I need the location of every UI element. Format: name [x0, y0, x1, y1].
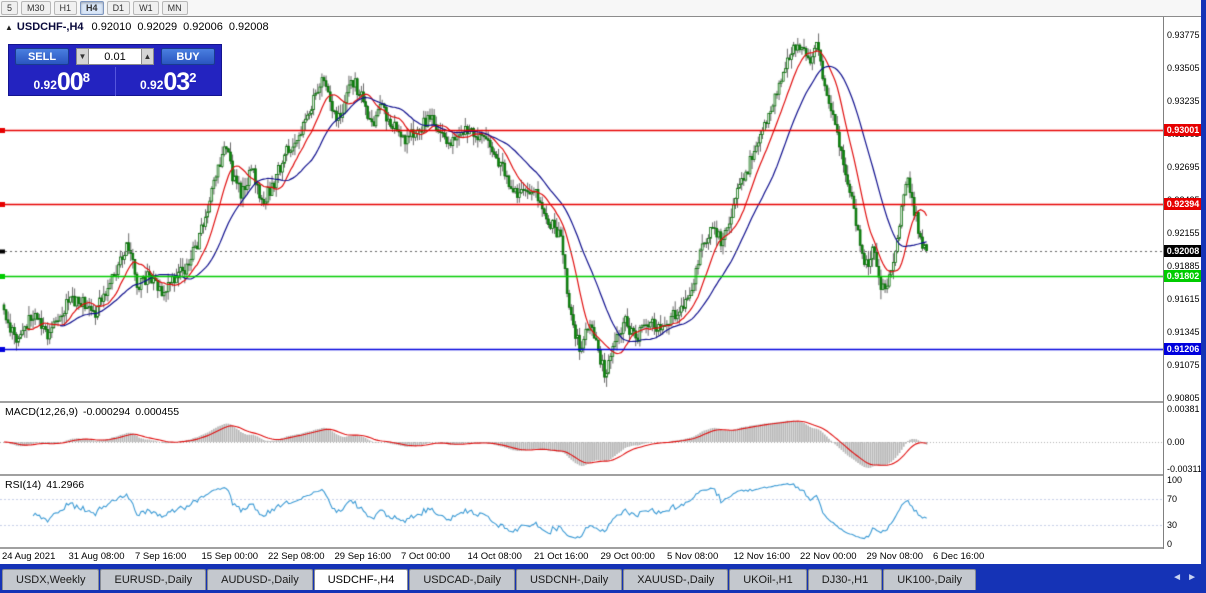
timeframe-toolbar: 5 M30 H1 H4 D1 W1 MN	[0, 0, 1201, 17]
lot-size-input[interactable]	[89, 48, 141, 65]
indicator-scale-label: 100	[1167, 475, 1183, 485]
price-tick-label: 0.93235	[1167, 95, 1200, 106]
ohlc-high: 0.92029	[137, 21, 178, 33]
panel-separator[interactable]	[0, 401, 1201, 403]
chart-tab-xauusd-daily[interactable]: XAUUSD-,Daily	[623, 569, 729, 590]
chart-ohlc-header: ▲ USDCHF-,H4 0.92010 0.92029 0.92006 0.92008	[5, 21, 275, 33]
time-axis-label: 22 Sep 08:00	[268, 551, 325, 562]
one-click-collapse-icon[interactable]: ▲	[5, 23, 13, 32]
time-axis-label: 29 Sep 16:00	[334, 551, 392, 562]
ohlc-low: 0.92006	[183, 21, 223, 33]
price-tick-label: 0.91615	[1167, 294, 1200, 305]
price-tick-label: 0.91345	[1167, 327, 1200, 338]
rsi-header: RSI(14) 41.2966	[5, 479, 85, 491]
tabs-scroll-right-icon[interactable]: ►	[1187, 572, 1197, 583]
rsi-indicator-canvas[interactable]	[0, 476, 1163, 547]
chart-tab-ukoil-h1[interactable]: UKOil-,H1	[729, 569, 807, 590]
time-axis-label: 31 Aug 08:00	[68, 551, 125, 562]
price-tick-label: 0.91075	[1167, 360, 1200, 371]
price-tick-label: 0.91885	[1167, 261, 1200, 272]
time-axis-label: 7 Sep 16:00	[135, 551, 187, 562]
chart-tab-usdx-weekly[interactable]: USDX,Weekly	[2, 569, 100, 590]
period-button-h1[interactable]: H1	[53, 1, 78, 15]
period-button-w1[interactable]: W1	[133, 1, 159, 15]
time-axis-label: 21 Oct 16:00	[534, 551, 589, 562]
time-axis-label: 7 Oct 00:00	[401, 551, 451, 562]
chart-tab-audusd-daily[interactable]: AUDUSD-,Daily	[207, 569, 313, 590]
indicator-scale-label: 30	[1167, 519, 1178, 530]
time-axis-label: 12 Nov 16:00	[733, 551, 791, 562]
price-scale[interactable]: 0.937750.935050.932350.929650.926950.924…	[1163, 17, 1202, 564]
panel-separator[interactable]	[0, 474, 1201, 476]
time-axis-label: 29 Oct 00:00	[600, 551, 655, 562]
tabs-scroll-left-icon[interactable]: ◄	[1172, 572, 1182, 583]
chart-tab-bar: USDX,Weekly EURUSD-,Daily AUDUSD-,Daily USD…	[0, 564, 1206, 593]
price-tick-label: 0.92695	[1167, 162, 1200, 172]
time-axis-label: 6 Dec 16:00	[933, 551, 985, 562]
chart-tab-dj30-h1[interactable]: DJ30-,H1	[807, 569, 883, 590]
macd-header: MACD(12,26,9) -0.000294 0.000455	[5, 406, 180, 418]
hline-price-badge: 0.91206	[1164, 343, 1202, 356]
indicator-scale-label: -0.00311	[1167, 464, 1202, 474]
hline-price-badge: 0.92394	[1164, 197, 1202, 210]
macd-indicator-canvas[interactable]	[0, 403, 1163, 474]
sell-price-display: 0.92 00 8	[33, 68, 90, 96]
indicator-scale-label: 0.00381	[1167, 404, 1200, 414]
hline-price-badge: 0.93001	[1164, 123, 1202, 136]
time-axis-label: 29 Nov 08:00	[866, 551, 924, 562]
ohlc-open: 0.92010	[91, 21, 132, 33]
price-tick-label: 0.92155	[1167, 228, 1200, 239]
period-button-mn[interactable]: MN	[161, 1, 188, 15]
price-tick-label: 0.90805	[1167, 393, 1200, 404]
panel-separator[interactable]	[0, 547, 1201, 549]
lot-increase-button[interactable]: ▲	[141, 48, 154, 65]
time-axis-label: 15 Sep 00:00	[201, 551, 259, 562]
time-axis[interactable]: 24 Aug 2021 31 Aug 08:00 7 Sep 16:00 15 Sep…	[0, 549, 1201, 564]
indicator-scale-label: 70	[1167, 494, 1178, 505]
chart-tab-usdchf-h4[interactable]: USDCHF-,H4	[313, 569, 409, 590]
period-button-m30[interactable]: M30	[21, 1, 51, 15]
period-button-5[interactable]: 5	[1, 1, 19, 15]
price-tick-label: 0.93775	[1167, 29, 1200, 40]
chart-tab-usdcad-daily[interactable]: USDCAD-,Daily	[409, 569, 515, 590]
period-button-d1[interactable]: D1	[106, 1, 131, 15]
window-edge	[1201, 0, 1206, 593]
chart-tab-uk100-daily[interactable]: UK100-,Daily	[883, 569, 977, 590]
hline-price-badge: 0.91802	[1164, 270, 1202, 283]
time-axis-label: 14 Oct 08:00	[467, 551, 522, 562]
chart-symbol-label: USDCHF-,H4	[16, 21, 84, 33]
chart-tab-eurusd-daily[interactable]: EURUSD-,Daily	[100, 569, 207, 590]
indicator-scale-label: 0.00	[1167, 437, 1185, 447]
indicator-scale-label: 0	[1167, 539, 1173, 549]
chart-tab-usdcnh-daily[interactable]: USDCNH-,Daily	[515, 569, 623, 590]
price-tick-label: 0.93505	[1167, 62, 1200, 73]
buy-button[interactable]: BUY	[161, 48, 215, 65]
current-price-badge: 0.92008	[1164, 244, 1202, 257]
time-axis-label: 24 Aug 2021	[2, 551, 56, 562]
time-axis-label: 22 Nov 00:00	[800, 551, 857, 562]
sell-button[interactable]: SELL	[15, 48, 69, 65]
time-axis-label: 5 Nov 08:00	[667, 551, 719, 562]
period-button-h4[interactable]: H4	[80, 1, 104, 15]
lot-decrease-button[interactable]: ▼	[76, 48, 89, 65]
buy-price-display: 0.92 03 2	[140, 68, 197, 96]
ohlc-close: 0.92008	[228, 21, 269, 33]
